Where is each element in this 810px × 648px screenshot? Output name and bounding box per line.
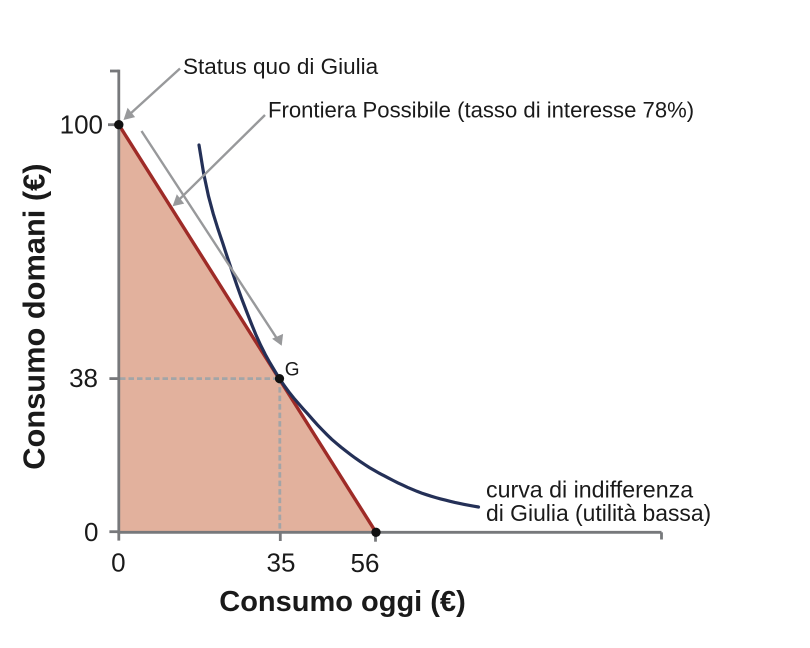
svg-text:Consumo domani (€): Consumo domani (€) — [17, 163, 52, 469]
svg-text:G: G — [285, 359, 300, 380]
svg-text:38: 38 — [69, 363, 98, 393]
svg-text:0: 0 — [111, 548, 125, 578]
svg-text:0: 0 — [84, 517, 98, 547]
svg-text:di Giulia (utilità bassa): di Giulia (utilità bassa) — [486, 500, 711, 526]
svg-text:35: 35 — [267, 548, 296, 578]
svg-text:100: 100 — [60, 110, 103, 140]
svg-text:Frontiera Possibile (tasso di: Frontiera Possibile (tasso di interesse … — [268, 97, 694, 122]
svg-text:56: 56 — [351, 548, 380, 578]
svg-text:curva di indifferenza: curva di indifferenza — [486, 477, 693, 503]
svg-text:Status quo di Giulia: Status quo di Giulia — [183, 54, 379, 79]
svg-text:Consumo oggi (€): Consumo oggi (€) — [219, 586, 465, 618]
